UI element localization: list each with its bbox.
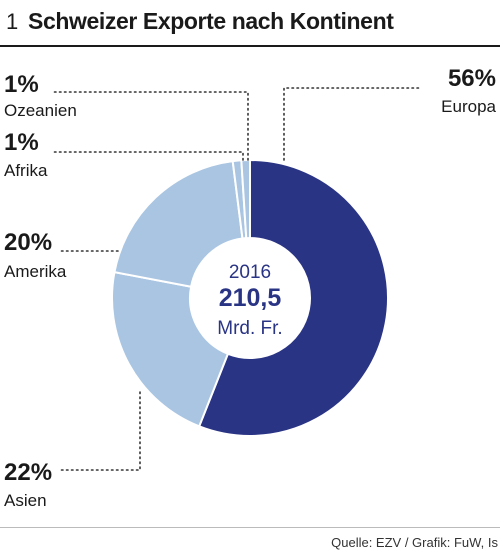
source-note: Quelle: EZV / Grafik: FuW, Is	[331, 535, 498, 550]
chart-number: 1	[6, 9, 19, 34]
leader-line-europa	[283, 87, 421, 161]
value-label-asien: 22%	[4, 459, 52, 486]
category-label-europa: Europa	[441, 97, 496, 116]
leader-line-ozeanien	[51, 91, 249, 161]
category-label-ozeanien: Ozeanien	[4, 101, 77, 120]
slice-labels: 56% Europa 22% Asien 20% Amerika 1% Afrika 1% Oze…	[4, 65, 497, 510]
slice-asien	[111, 270, 230, 428]
donut-slices	[111, 158, 389, 437]
header-divider	[0, 45, 500, 47]
donut-center: 2016 210,5 Mrd. Fr.	[217, 262, 282, 339]
slice-europa	[197, 158, 389, 437]
center-year: 2016	[229, 262, 271, 283]
value-label-europa: 56%	[448, 65, 496, 92]
slice-amerika	[113, 159, 244, 288]
chart-header: 1 Schweizer Exporte nach Kontinent	[0, 0, 500, 46]
chart-title: Schweizer Exporte nach Kontinent	[28, 8, 394, 34]
category-label-asien: Asien	[4, 491, 47, 510]
slice-ozeanien	[240, 158, 251, 240]
leader-line-afrika	[51, 151, 244, 161]
value-label-afrika: 1%	[4, 129, 39, 156]
leader-line-asien	[59, 391, 141, 471]
category-label-amerika: Amerika	[4, 262, 67, 281]
center-unit: Mrd. Fr.	[217, 318, 282, 339]
value-label-ozeanien: 1%	[4, 71, 39, 98]
center-total: 210,5	[219, 284, 282, 312]
category-label-afrika: Afrika	[4, 161, 48, 180]
value-label-amerika: 20%	[4, 229, 52, 256]
leader-lines	[51, 87, 421, 471]
footer-divider	[0, 527, 500, 528]
